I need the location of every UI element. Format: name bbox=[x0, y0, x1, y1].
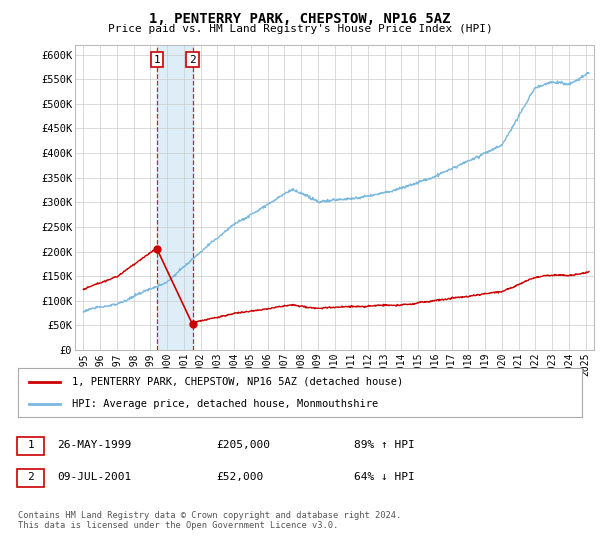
Text: 1, PENTERRY PARK, CHEPSTOW, NP16 5AZ: 1, PENTERRY PARK, CHEPSTOW, NP16 5AZ bbox=[149, 12, 451, 26]
Text: 09-JUL-2001: 09-JUL-2001 bbox=[57, 472, 131, 482]
Text: 89% ↑ HPI: 89% ↑ HPI bbox=[354, 440, 415, 450]
Text: Price paid vs. HM Land Registry's House Price Index (HPI): Price paid vs. HM Land Registry's House … bbox=[107, 24, 493, 34]
Text: 64% ↓ HPI: 64% ↓ HPI bbox=[354, 472, 415, 482]
Text: £205,000: £205,000 bbox=[216, 440, 270, 450]
Text: £52,000: £52,000 bbox=[216, 472, 263, 482]
Text: HPI: Average price, detached house, Monmouthshire: HPI: Average price, detached house, Monm… bbox=[71, 399, 378, 409]
Text: Contains HM Land Registry data © Crown copyright and database right 2024.
This d: Contains HM Land Registry data © Crown c… bbox=[18, 511, 401, 530]
Text: 1: 1 bbox=[27, 440, 34, 450]
Text: 1: 1 bbox=[154, 54, 160, 64]
Text: 26-MAY-1999: 26-MAY-1999 bbox=[57, 440, 131, 450]
Text: 2: 2 bbox=[189, 54, 196, 64]
Bar bbox=[157, 45, 193, 350]
Text: 2: 2 bbox=[27, 472, 34, 482]
Text: 1, PENTERRY PARK, CHEPSTOW, NP16 5AZ (detached house): 1, PENTERRY PARK, CHEPSTOW, NP16 5AZ (de… bbox=[71, 377, 403, 387]
